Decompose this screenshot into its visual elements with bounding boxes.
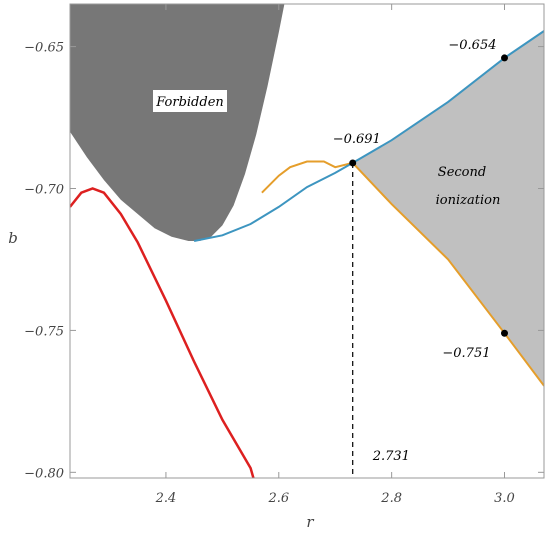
y-tick-label: −0.75 [24, 324, 64, 339]
x-axis-label: r [306, 513, 314, 531]
point-label-min654: −0.654 [448, 38, 496, 53]
forbidden-label-box [153, 90, 227, 112]
x-tick-label: 3.0 [494, 491, 515, 506]
data-point-0 [349, 159, 357, 167]
blue-curve [193, 30, 544, 242]
data-point-2 [501, 329, 508, 337]
second-ionization-region [352, 31, 544, 386]
point-label-min751: −0.751 [442, 346, 490, 361]
orange-curve [261, 160, 544, 387]
y-tick-label: −0.70 [24, 182, 64, 197]
y-axis-label: b [8, 229, 18, 247]
second-ionization-label-line1: Second [438, 165, 486, 180]
y-tick-label: −0.65 [24, 41, 64, 56]
data-point-1 [501, 54, 508, 62]
plot-area [70, 4, 544, 478]
x-tick-label: 2.8 [380, 491, 402, 506]
point-label-min691: −0.691 [333, 132, 381, 147]
vline-label: 2.731 [372, 449, 410, 464]
x-tick-label: 2.4 [155, 491, 177, 506]
x-tick-label: 2.6 [267, 491, 289, 506]
plot-frame [69, 3, 545, 479]
second-ionization-label-line2: ionization [436, 193, 501, 208]
forbidden-label: Forbidden [155, 95, 224, 110]
forbidden-region [70, 4, 285, 241]
red-curve [70, 187, 255, 478]
y-tick-label: −0.80 [24, 466, 64, 481]
